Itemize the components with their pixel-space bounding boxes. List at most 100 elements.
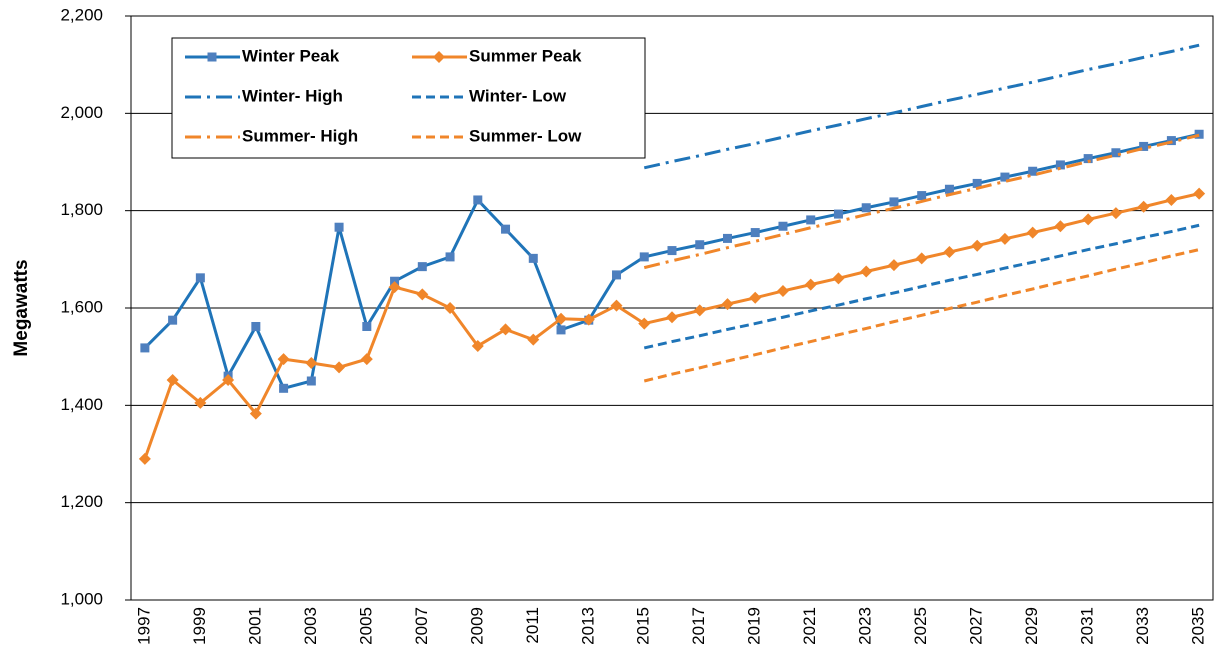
marker bbox=[833, 209, 843, 219]
marker bbox=[721, 298, 734, 311]
marker bbox=[693, 304, 706, 317]
marker bbox=[527, 333, 540, 346]
marker bbox=[388, 281, 401, 294]
marker bbox=[1109, 207, 1122, 220]
legend-label: Summer- Low bbox=[469, 126, 582, 145]
marker bbox=[860, 265, 873, 278]
x-tick-label: 2001 bbox=[245, 607, 264, 645]
x-tick-label: 2015 bbox=[634, 607, 653, 645]
marker bbox=[944, 184, 954, 194]
plot-border bbox=[130, 15, 1214, 601]
x-tick-label: 2009 bbox=[467, 607, 486, 645]
x-tick-label: 2019 bbox=[745, 607, 764, 645]
y-axis-label: Megawatts bbox=[11, 259, 32, 356]
marker bbox=[998, 232, 1011, 245]
marker bbox=[776, 284, 789, 297]
marker bbox=[971, 239, 984, 252]
x-tick-label: 2027 bbox=[967, 607, 986, 645]
marker bbox=[915, 252, 928, 265]
x-tick-label: 2035 bbox=[1189, 607, 1208, 645]
legend-label: Winter- Low bbox=[469, 86, 567, 105]
legend-label: Summer- High bbox=[242, 126, 358, 145]
marker bbox=[1137, 200, 1150, 213]
series-line bbox=[643, 43, 1200, 170]
marker bbox=[222, 374, 235, 387]
marker bbox=[639, 252, 649, 262]
marker bbox=[360, 353, 373, 366]
marker bbox=[1054, 220, 1067, 233]
marker bbox=[917, 191, 927, 201]
marker bbox=[444, 302, 457, 314]
marker bbox=[804, 278, 817, 291]
marker bbox=[610, 299, 623, 312]
marker bbox=[471, 339, 484, 352]
marker bbox=[1111, 148, 1121, 158]
y-tick-label: 1,800 bbox=[60, 200, 103, 219]
marker bbox=[445, 252, 455, 262]
x-tick-label: 2013 bbox=[578, 607, 597, 645]
y-tick-label: 1,000 bbox=[60, 589, 103, 608]
x-tick-label: 2025 bbox=[911, 607, 930, 645]
marker bbox=[806, 215, 816, 225]
x-tick-label: 2017 bbox=[689, 607, 708, 645]
x-tick-label: 2003 bbox=[301, 607, 320, 645]
marker bbox=[1026, 226, 1039, 239]
marker bbox=[417, 262, 427, 272]
series-line bbox=[643, 248, 1200, 383]
marker bbox=[666, 311, 678, 324]
marker bbox=[362, 321, 372, 331]
marker bbox=[972, 178, 982, 188]
marker bbox=[943, 246, 956, 259]
x-tick-label: 2021 bbox=[800, 607, 819, 645]
y-tick-label: 2,200 bbox=[60, 5, 103, 24]
x-tick-label: 2011 bbox=[523, 607, 542, 644]
y-tick-label: 1,200 bbox=[60, 492, 103, 511]
marker bbox=[555, 312, 568, 325]
marker bbox=[168, 315, 178, 325]
marker bbox=[194, 396, 207, 409]
marker bbox=[1000, 172, 1010, 182]
marker bbox=[166, 374, 179, 387]
marker bbox=[750, 228, 760, 238]
x-tick-label: 2031 bbox=[1078, 607, 1097, 645]
x-tick-label: 2029 bbox=[1022, 607, 1041, 645]
marker bbox=[889, 197, 899, 207]
legend-box bbox=[171, 37, 646, 159]
marker bbox=[1165, 193, 1178, 206]
marker bbox=[861, 203, 871, 213]
y-tick-label: 1,400 bbox=[60, 395, 103, 414]
marker bbox=[433, 51, 445, 63]
marker bbox=[333, 361, 346, 374]
marker bbox=[249, 407, 262, 420]
marker bbox=[416, 288, 429, 301]
x-tick-label: 2007 bbox=[412, 607, 431, 645]
marker bbox=[778, 221, 788, 231]
marker bbox=[279, 383, 289, 393]
marker bbox=[501, 224, 511, 234]
marker bbox=[473, 195, 483, 205]
marker bbox=[667, 246, 677, 256]
marker bbox=[499, 323, 512, 336]
marker bbox=[749, 291, 762, 304]
marker bbox=[140, 343, 150, 353]
marker bbox=[305, 356, 318, 369]
marker bbox=[887, 259, 900, 272]
marker bbox=[1194, 129, 1204, 139]
series-line bbox=[643, 133, 1200, 270]
x-tick-label: 1997 bbox=[134, 607, 153, 645]
marker bbox=[638, 317, 651, 330]
series-line bbox=[143, 192, 1200, 460]
marker bbox=[1083, 154, 1093, 164]
legend-label: Winter- High bbox=[242, 86, 343, 105]
y-tick-label: 2,000 bbox=[60, 103, 103, 122]
marker bbox=[832, 272, 845, 285]
x-tick-label: 2005 bbox=[356, 607, 375, 645]
marker bbox=[195, 273, 205, 283]
legend-label: Winter Peak bbox=[242, 46, 340, 65]
marker bbox=[334, 222, 344, 232]
marker bbox=[1082, 213, 1095, 226]
marker bbox=[138, 452, 151, 465]
y-tick-label: 1,600 bbox=[60, 297, 103, 316]
series-line bbox=[643, 223, 1200, 350]
